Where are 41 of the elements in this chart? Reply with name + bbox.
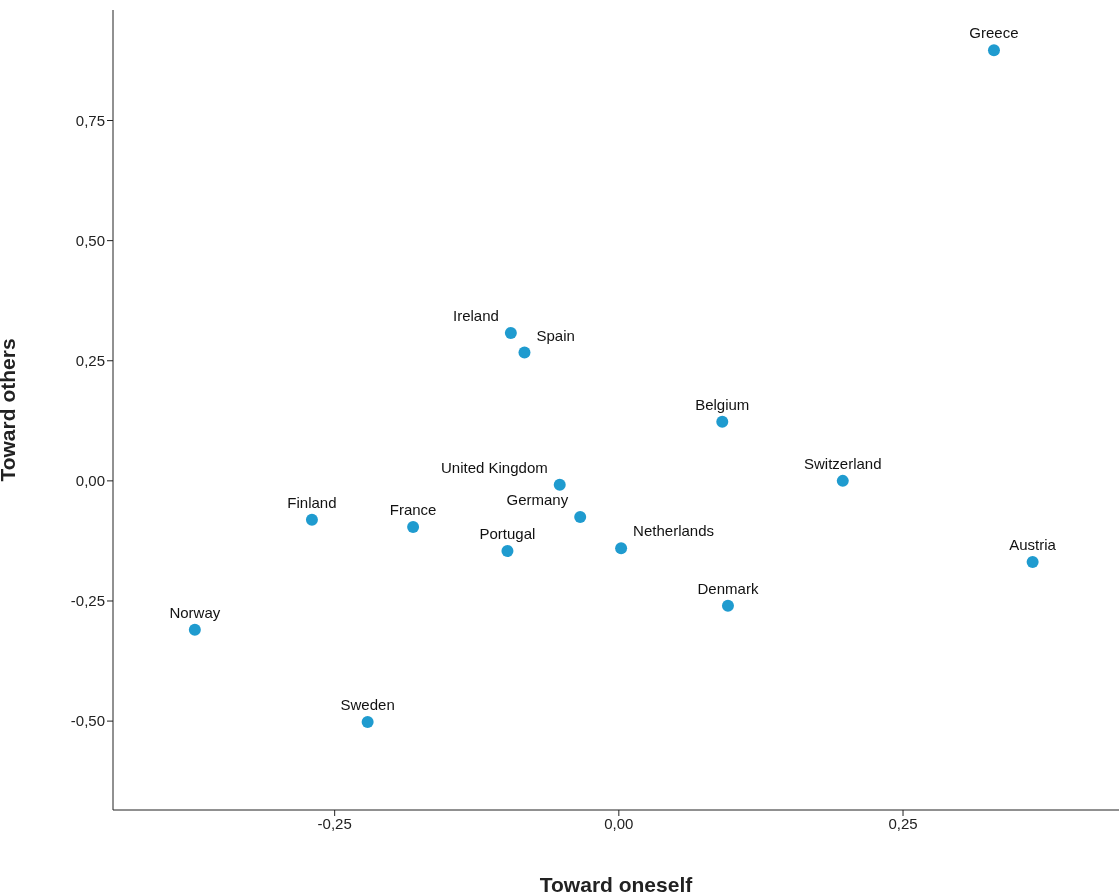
point (836, 474, 849, 487)
y-tick-label: 0,00 (75, 472, 105, 490)
point (987, 44, 1000, 57)
annotation: Belgium (695, 395, 750, 413)
annotation: Ireland (452, 306, 499, 324)
point (553, 478, 566, 491)
point (721, 599, 734, 612)
annotation: Germany (506, 490, 569, 508)
y-tick-label: 0,50 (75, 231, 105, 249)
point (1026, 556, 1039, 569)
x-tick-label: -0,25 (317, 814, 352, 832)
point (574, 510, 587, 523)
x-tick-label: 0,25 (888, 814, 918, 832)
annotation: Denmark (697, 579, 759, 597)
y-axis-title: Toward others (0, 338, 20, 482)
annotation: Portugal (479, 525, 536, 543)
annotation: Austria (1009, 536, 1057, 554)
y-tick-label: 0,25 (75, 352, 105, 370)
annotation: Switzerland (804, 454, 882, 472)
point (305, 513, 318, 526)
y-tick-label: 0,75 (75, 111, 105, 129)
point (407, 521, 420, 533)
point (716, 415, 729, 428)
annotation: Greece (969, 24, 1019, 42)
x-tick-label: 0,00 (604, 814, 634, 832)
point (518, 346, 531, 359)
annotation: Finland (287, 493, 337, 511)
annotation: Norway (169, 603, 221, 621)
point (615, 542, 628, 555)
point (361, 716, 374, 729)
annotation: France (389, 501, 437, 518)
x-axis-title: Toward oneself (539, 873, 694, 894)
annotation: Sweden (340, 696, 395, 714)
annotation: Netherlands (633, 522, 715, 540)
y-tick-label: -0,25 (70, 592, 105, 610)
point (504, 326, 517, 339)
point (188, 623, 201, 636)
annotation: United Kingdom (441, 458, 548, 476)
point (501, 545, 514, 558)
y-tick-label: -0,50 (70, 712, 105, 730)
annotation: Spain (536, 326, 575, 344)
